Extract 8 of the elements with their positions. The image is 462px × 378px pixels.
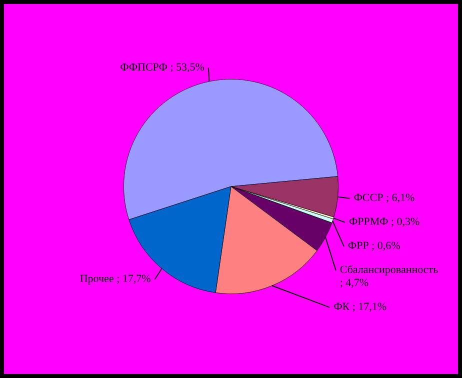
slice-label: ФССР ; 6,1% (354, 192, 415, 204)
slice-label: ФРРМФ ; 0,3% (348, 216, 420, 228)
slice-label: ФК ; 17,1% (334, 301, 387, 314)
slice-label: ФРР ; 0,6% (348, 240, 400, 252)
slice-label: ФФПСРФ ; 53,5% (120, 62, 204, 74)
slice-label: Сбалансированность (340, 264, 438, 276)
data-label: ; 4,7% (340, 277, 369, 290)
slice-label: Прочее ; 17,7% (80, 273, 151, 286)
